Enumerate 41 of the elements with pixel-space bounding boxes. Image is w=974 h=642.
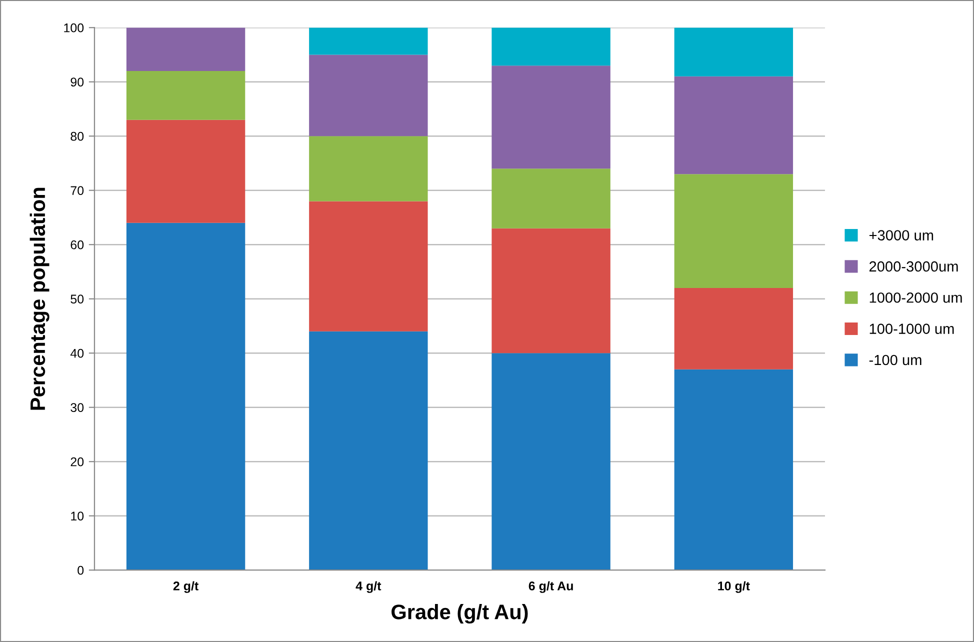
bar (126, 71, 246, 120)
y-axis-title: Percentage population (30, 188, 50, 410)
x-tick-label: 2 g/t (173, 581, 198, 593)
y-tick-label: 70 (70, 186, 84, 196)
x-tick-label: 4 g/t (356, 581, 382, 593)
bar (309, 331, 428, 570)
legend-label: -100 um (869, 354, 922, 366)
x-tick-label: 10 g/t (718, 581, 750, 593)
legend-label: 2000-3000um (869, 261, 958, 272)
y-tick-label: 30 (70, 403, 84, 412)
bar (309, 201, 428, 332)
bar (309, 54, 428, 136)
bar (492, 28, 610, 66)
bar (674, 76, 794, 174)
legend-label: +3000 um (869, 230, 934, 240)
legend-label: 100-1000 um (870, 324, 954, 334)
y-tick-label: 60 (70, 240, 84, 250)
bar (674, 369, 794, 570)
y-tick-label: 0 (78, 566, 84, 575)
bar (674, 288, 794, 370)
bar (309, 136, 428, 202)
bar (674, 174, 794, 288)
bar (126, 120, 246, 223)
y-tick-label: 100 (64, 23, 84, 32)
y-tick-label: 20 (70, 457, 84, 466)
y-tick-label: 40 (70, 348, 84, 358)
bar (492, 168, 610, 228)
bar (126, 28, 246, 72)
y-tick-label: 10 (71, 512, 84, 520)
bar (492, 353, 610, 570)
y-tick-label: 80 (70, 132, 84, 141)
bar (309, 28, 428, 55)
legend-label: 1000-2000 um (870, 292, 962, 303)
y-tick-label: 50 (70, 294, 84, 304)
y-tick-label: 90 (70, 78, 84, 87)
bar (674, 28, 794, 76)
bar (126, 222, 246, 570)
x-axis-title: Grade (g/t Au) (392, 604, 528, 624)
x-tick-label: 6 g/t Au (528, 581, 573, 593)
bar (492, 66, 610, 169)
bar (492, 228, 610, 354)
